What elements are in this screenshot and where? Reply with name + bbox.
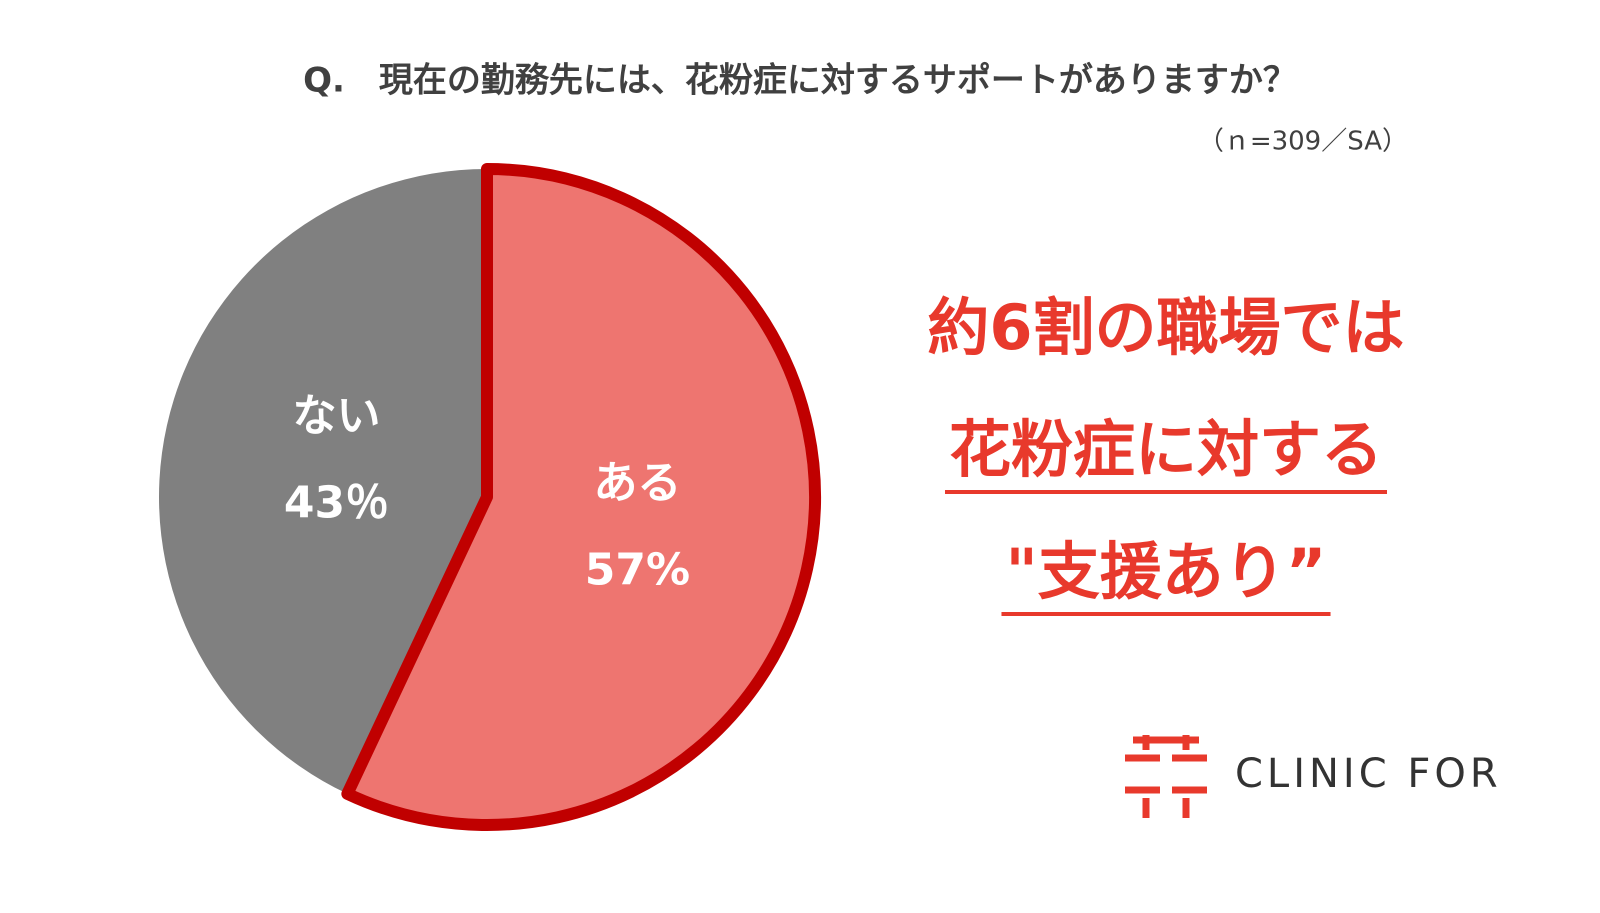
slice-label: ある — [593, 458, 681, 509]
value-label: 43％ — [284, 477, 389, 528]
value-label: 57% — [585, 545, 690, 596]
annotation: 約6割の職場では — [927, 291, 1404, 364]
slice-label: ない — [293, 390, 381, 441]
chart-title: Q. 現在の勤務先には、花粉症に対するサポートがありますか？ — [303, 61, 1297, 101]
brand-logo-icon — [1125, 735, 1207, 818]
annotation: 花粉症に対する — [949, 413, 1383, 486]
pie-slice — [341, 163, 821, 831]
pie-slice — [158, 168, 487, 794]
chart-subtitle: （ｎ=309／SA） — [1198, 127, 1408, 157]
brand-name: CLINIC FOR — [1235, 751, 1502, 797]
annotation: "支援あり” — [1005, 535, 1326, 608]
